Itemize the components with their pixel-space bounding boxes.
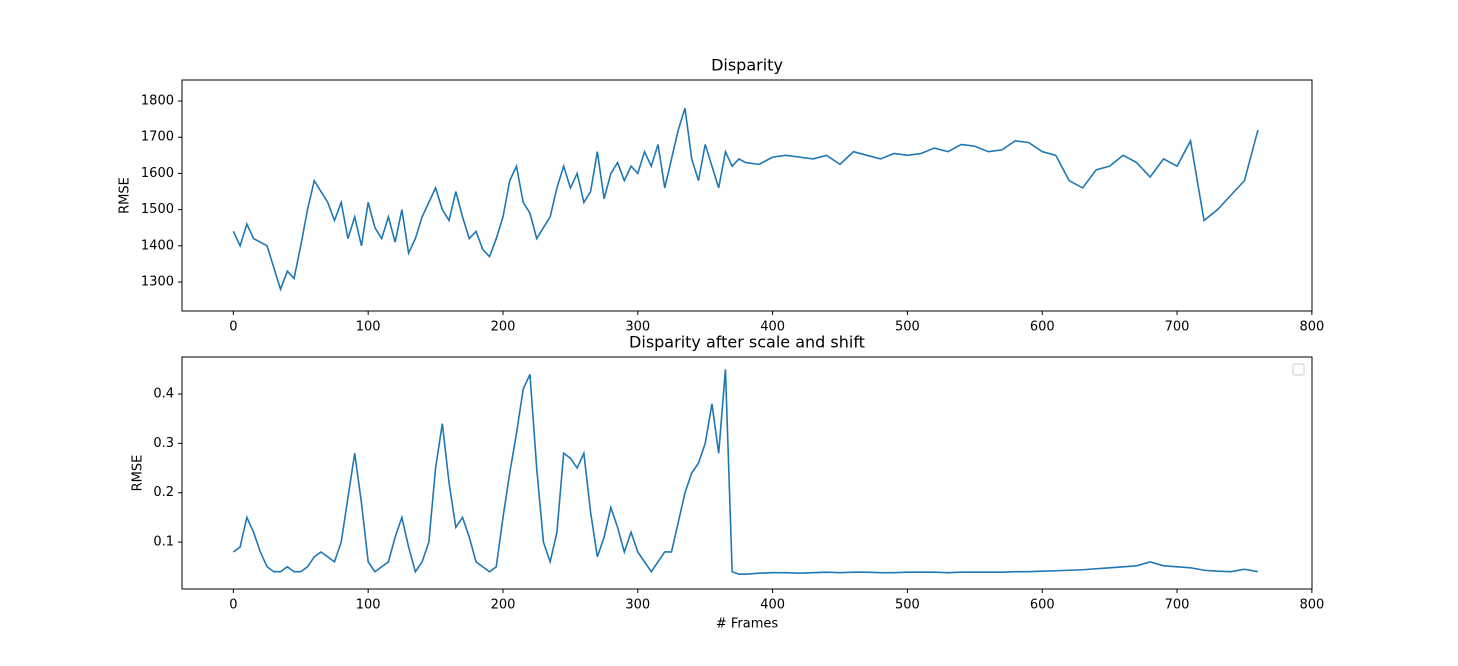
y-tick-label: 1700	[141, 130, 174, 145]
y-tick-label: 0.3	[153, 436, 174, 451]
chart-title: Disparity	[711, 56, 783, 75]
x-tick-label: 400	[760, 320, 785, 335]
x-tick-label: 300	[625, 320, 650, 335]
y-tick-label: 0.1	[153, 535, 174, 550]
y-tick-label: 0.4	[153, 387, 174, 402]
y-tick-label: 1800	[141, 94, 174, 109]
y-axis-label: RMSE	[131, 455, 146, 492]
x-axis-label: # Frames	[716, 617, 779, 632]
x-tick-label: 800	[1299, 320, 1324, 335]
x-tick-label: 200	[491, 320, 516, 335]
x-tick-label: 0	[229, 320, 237, 335]
x-tick-label: 100	[356, 598, 381, 613]
y-tick-label: 1500	[141, 202, 174, 217]
x-tick-label: 600	[1030, 598, 1055, 613]
x-tick-label: 300	[625, 598, 650, 613]
x-tick-label: 400	[760, 598, 785, 613]
y-tick-label: 1400	[141, 238, 174, 253]
y-tick-label: 1600	[141, 166, 174, 181]
axes-frame	[181, 356, 1313, 590]
x-tick-label: 500	[895, 598, 920, 613]
y-axis-label: RMSE	[118, 177, 133, 214]
y-tick-label: 0.2	[153, 485, 174, 500]
data-line	[232, 369, 1259, 575]
x-tick-label: 200	[491, 598, 516, 613]
legend-box	[1292, 363, 1305, 376]
x-tick-label: 700	[1165, 320, 1190, 335]
x-tick-label: 500	[895, 320, 920, 335]
x-tick-label: 700	[1165, 598, 1190, 613]
x-tick-label: 600	[1030, 320, 1055, 335]
data-line	[232, 108, 1259, 292]
axes-frame	[181, 79, 1313, 312]
x-tick-label: 0	[229, 598, 237, 613]
y-tick-label: 1300	[141, 275, 174, 290]
x-tick-label: 800	[1299, 598, 1324, 613]
chart-title: Disparity after scale and shift	[629, 333, 865, 352]
x-tick-label: 100	[356, 320, 381, 335]
